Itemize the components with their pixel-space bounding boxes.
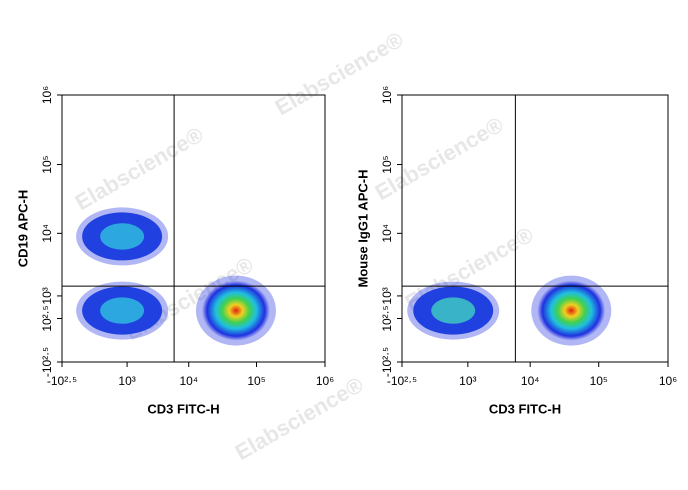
y-tick-label: 10⁵ xyxy=(40,155,54,173)
population-core xyxy=(100,297,145,324)
x-tick-label: 10⁴ xyxy=(521,374,540,388)
y-tick-label: -10²·⁵ xyxy=(380,347,394,377)
y-tick-label: -10²·⁵ xyxy=(40,347,54,377)
x-tick-label: 10⁶ xyxy=(316,374,334,388)
population xyxy=(537,280,606,341)
x-tick-label: 10⁴ xyxy=(179,374,198,388)
x-tick-label: -10²·⁵ xyxy=(47,374,77,388)
population-core xyxy=(431,297,476,324)
y-axis-label: CD19 APC-H xyxy=(15,190,30,268)
x-axis-label: CD3 FITC-H xyxy=(147,401,219,416)
x-tick-label: 10⁵ xyxy=(247,374,265,388)
plot: -10²·⁵ 10³ 10⁴ 10⁵ 10⁶-10²·⁵10²·⁵10³10⁴10⁵10… xyxy=(15,86,334,417)
x-tick-label: 10⁶ xyxy=(659,374,677,388)
y-axis-label: Mouse IgG1 APC-H xyxy=(355,170,370,288)
x-tick-label: -10²·⁵ xyxy=(387,374,417,388)
y-tick-label: 10⁴ xyxy=(40,224,54,243)
x-tick-label: 10⁵ xyxy=(590,374,608,388)
y-tick-label: 10⁶ xyxy=(380,86,394,104)
y-tick-label: 10³ xyxy=(380,287,394,304)
y-tick-label: 10⁴ xyxy=(380,224,394,243)
population xyxy=(201,280,270,341)
population-core xyxy=(100,223,145,250)
plot-frame xyxy=(401,94,669,363)
y-tick-label: 10²·⁵ xyxy=(380,305,394,331)
plot-frame xyxy=(61,94,326,363)
x-axis-label: CD3 FITC-H xyxy=(489,401,561,416)
y-tick-label: 10³ xyxy=(40,287,54,304)
watermark: Elabscience® xyxy=(71,122,208,215)
y-tick-label: 10²·⁵ xyxy=(40,305,54,331)
y-tick-label: 10⁶ xyxy=(40,86,54,104)
x-tick-label: 10³ xyxy=(118,374,135,388)
x-tick-label: 10³ xyxy=(459,374,476,388)
y-tick-label: 10⁵ xyxy=(380,155,394,173)
watermark: Elabscience® xyxy=(271,27,408,120)
plot: -10²·⁵ 10³ 10⁴ 10⁵ 10⁶-10²·⁵10²·⁵10³10⁴10⁵10… xyxy=(355,86,677,417)
